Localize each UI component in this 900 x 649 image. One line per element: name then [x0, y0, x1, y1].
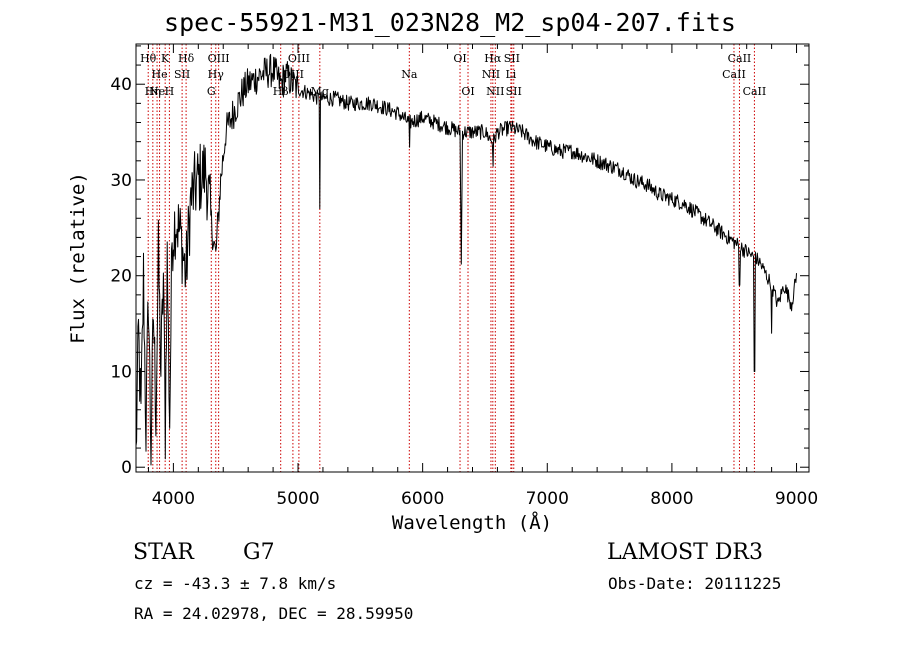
line-label: Ne [149, 85, 165, 98]
line-label: Na [401, 68, 418, 81]
x-tick-label: 8000 [650, 489, 693, 509]
line-labels: HθHηNeHeKHSIIHδGHγOIIIHβOIIIOIIIMgNaOIOI… [140, 52, 766, 98]
line-label: CaII [743, 85, 767, 98]
line-label: OIII [288, 52, 310, 65]
line-label: Hγ [208, 68, 225, 81]
y-tick-label: 30 [110, 171, 132, 191]
axis-ticks [136, 44, 809, 472]
y-axis-label: Flux (relative) [67, 172, 89, 344]
x-tick-label: 9000 [775, 489, 818, 509]
line-label: OI [461, 85, 474, 98]
y-tick-label: 10 [110, 362, 132, 382]
line-label: OIII [208, 52, 230, 65]
axis-tick-labels: 4000 5000 6000 7000 8000 9000 0 10 20 30 40 [110, 75, 818, 509]
line-label: CaII [728, 52, 752, 65]
plot-frame [135, 43, 810, 473]
line-label: SII [174, 68, 190, 81]
line-label: Hδ [178, 52, 195, 65]
line-label: Hα [484, 52, 502, 65]
redshift-readout: cz = -43.3 ± 7.8 km/s [134, 574, 337, 593]
line-label: He [152, 68, 168, 81]
line-label: Hη [145, 85, 161, 98]
coordinates-readout: RA = 24.02978, DEC = 28.59950 [134, 604, 414, 623]
x-tick-label: 5000 [276, 489, 319, 509]
line-label: NII [482, 68, 500, 81]
line-label: SII [506, 85, 522, 98]
line-markers [147, 44, 755, 472]
line-label: Hβ [273, 85, 289, 98]
survey-name: LAMOST DR3 [607, 540, 763, 565]
spectrum-line [135, 53, 797, 466]
line-label: K [161, 52, 170, 65]
x-axis-label: Wavelength (Å) [392, 511, 552, 534]
observation-date: Obs-Date: 20111225 [608, 574, 782, 593]
x-tick-label: 4000 [152, 489, 195, 509]
line-label: OI [453, 52, 466, 65]
x-tick-label: 6000 [401, 489, 444, 509]
spectral-subclass: G7 [243, 540, 275, 565]
line-label: NII [486, 85, 504, 98]
y-tick-label: 40 [110, 75, 132, 95]
line-label: Li [505, 68, 516, 81]
y-tick-label: 0 [121, 458, 132, 478]
line-label: H [165, 85, 175, 98]
line-label: SII [504, 52, 520, 65]
chart-title: spec-55921-M31_023N28_M2_sp04-207.fits [164, 8, 736, 37]
object-class: STAR [133, 540, 194, 565]
line-label: Hθ [140, 52, 157, 65]
line-label: G [207, 85, 216, 98]
line-label: CaII [722, 68, 746, 81]
x-tick-label: 7000 [526, 489, 569, 509]
y-tick-label: 20 [110, 267, 132, 287]
